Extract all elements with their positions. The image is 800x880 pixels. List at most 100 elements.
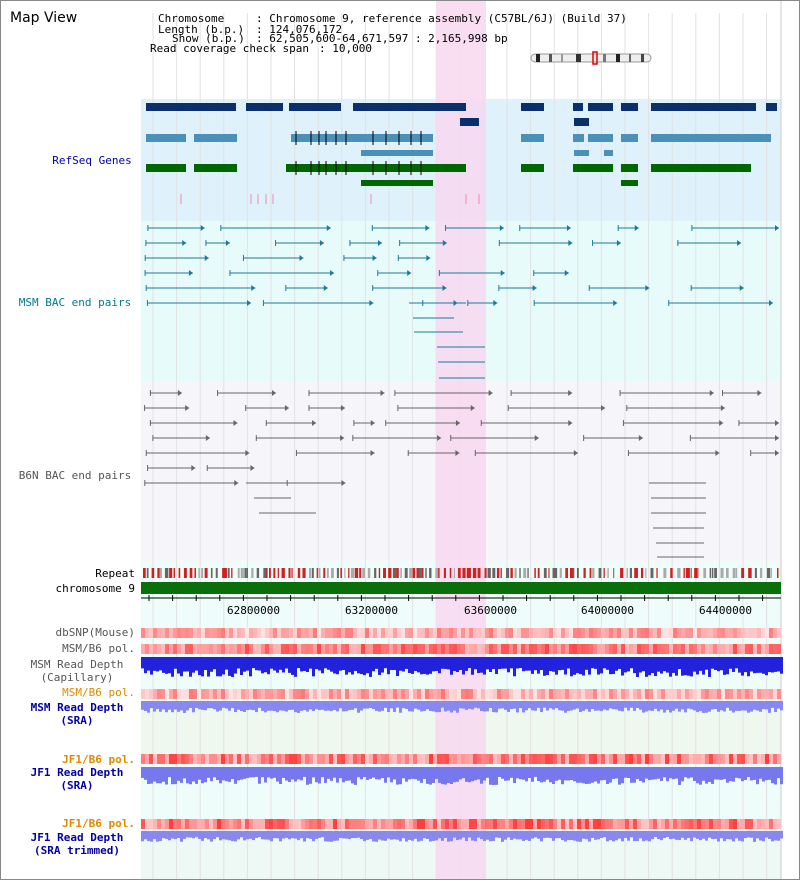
polymorphism-cell [661, 628, 665, 638]
track-label-jf1-depth-trim[interactable]: JF1 Read Depth [30, 831, 124, 844]
read-depth-bar [480, 831, 483, 840]
polymorphism-cell [653, 754, 657, 764]
polymorphism-cell [589, 754, 593, 764]
read-depth-bar [216, 831, 219, 838]
read-depth-bar [663, 657, 666, 672]
polymorphism-cell [217, 628, 221, 638]
polymorphism-cell [505, 689, 509, 699]
polymorphism-cell [297, 689, 301, 699]
read-depth-bar [654, 657, 657, 676]
polymorphism-cell [345, 644, 349, 654]
bac-end [188, 270, 193, 276]
track-label-msm-b6-pol-1[interactable]: MSM/B6 pol. [62, 642, 135, 655]
track-label-msm-depth-cap[interactable]: MSM Read Depth [30, 658, 124, 671]
polymorphism-cell [157, 644, 161, 654]
polymorphism-cell [201, 628, 205, 638]
polymorphism-cell [585, 689, 589, 699]
polymorphism-cell [349, 819, 353, 829]
read-depth-bar [732, 657, 735, 672]
polymorphism-cell [477, 628, 481, 638]
polymorphism-cell [205, 819, 209, 829]
polymorphism-cell [757, 754, 761, 764]
polymorphism-cell [701, 644, 705, 654]
polymorphism-cell [481, 819, 485, 829]
polymorphism-cell [741, 689, 745, 699]
read-depth-bar [369, 657, 372, 677]
read-depth-bar [711, 701, 714, 710]
track-label-jf1-b6-pol-1[interactable]: JF1/B6 pol. [62, 753, 135, 766]
read-depth-bar [270, 657, 273, 669]
bac-end [739, 285, 744, 291]
track-label-b6n-bac[interactable]: B6N BAC end pairs [18, 469, 132, 482]
track-label-msm-b6-pol-2[interactable]: MSM/B6 pol. [62, 686, 135, 699]
read-depth-bar [477, 657, 480, 674]
read-depth-bar [213, 701, 216, 710]
polymorphism-cell [529, 644, 533, 654]
track-label-jf1-b6-pol-2[interactable]: JF1/B6 pol. [62, 817, 135, 830]
read-depth-bar [777, 831, 780, 841]
polymorphism-cell [565, 644, 569, 654]
read-depth-bar [327, 767, 330, 779]
polymorphism-cell [325, 628, 329, 638]
repeat-mark [378, 568, 381, 578]
gene-exon [291, 134, 433, 142]
polymorphism-cell [169, 819, 173, 829]
read-depth-bar [351, 767, 354, 784]
track-label-jf1-depth-sra[interactable]: JF1 Read Depth [30, 766, 124, 779]
polymorphism-cell [221, 628, 225, 638]
read-depth-bar [261, 701, 264, 711]
polymorphism-cell [381, 754, 385, 764]
read-depth-bar [330, 701, 333, 712]
read-depth-bar [564, 701, 567, 713]
read-depth-bar [240, 701, 243, 712]
polymorphism-cell [713, 689, 717, 699]
track-label-refseq-genes[interactable]: RefSeq Genes [52, 154, 132, 167]
polymorphism-cell [269, 644, 273, 654]
track-label-msm-bac[interactable]: MSM BAC end pairs [18, 296, 132, 309]
read-depth-bar [312, 657, 315, 677]
bac-end [720, 405, 725, 411]
read-depth-bar [549, 767, 552, 783]
polymorphism-cell [765, 628, 769, 638]
read-depth-bar [756, 767, 759, 785]
polymorphism-cell [685, 754, 689, 764]
read-depth-bar [753, 657, 756, 674]
read-depth-bar [144, 657, 147, 674]
polymorphism-cell [633, 644, 637, 654]
read-depth-bar [750, 701, 753, 712]
polymorphism-cell [225, 689, 229, 699]
read-depth-bar [600, 767, 603, 781]
gene-exon [766, 103, 777, 111]
polymorphism-cell [409, 628, 413, 638]
repeat-mark [438, 568, 440, 578]
repeat-mark [565, 568, 569, 578]
read-depth-bar [381, 701, 384, 711]
read-depth-bar [321, 831, 324, 838]
gene-exon [574, 118, 589, 126]
polymorphism-cell [353, 754, 357, 764]
track-label-dbsnp[interactable]: dbSNP(Mouse) [55, 626, 135, 639]
gene-exon [194, 134, 237, 142]
polymorphism-cell [277, 644, 281, 654]
gene-exon [621, 164, 638, 172]
read-depth-bar [177, 831, 180, 839]
read-depth-bar [759, 701, 762, 712]
read-depth-bar [717, 831, 720, 842]
read-depth-bar [531, 831, 534, 839]
read-depth-bar [720, 657, 723, 671]
polymorphism-cell [461, 689, 465, 699]
polymorphism-cell [501, 819, 505, 829]
read-depth-bar [546, 657, 549, 676]
polymorphism-cell [521, 644, 525, 654]
read-depth-bar [648, 657, 651, 676]
read-depth-bar [726, 701, 729, 708]
polymorphism-cell [689, 819, 693, 829]
read-depth-bar [258, 767, 261, 784]
polymorphism-cell [341, 628, 345, 638]
polymorphism-cell [165, 819, 169, 829]
polymorphism-cell [509, 628, 513, 638]
track-label-msm-depth-sra[interactable]: MSM Read Depth [30, 701, 124, 714]
polymorphism-cell [753, 644, 757, 654]
repeat-mark [266, 568, 268, 578]
polymorphism-cell [217, 819, 221, 829]
